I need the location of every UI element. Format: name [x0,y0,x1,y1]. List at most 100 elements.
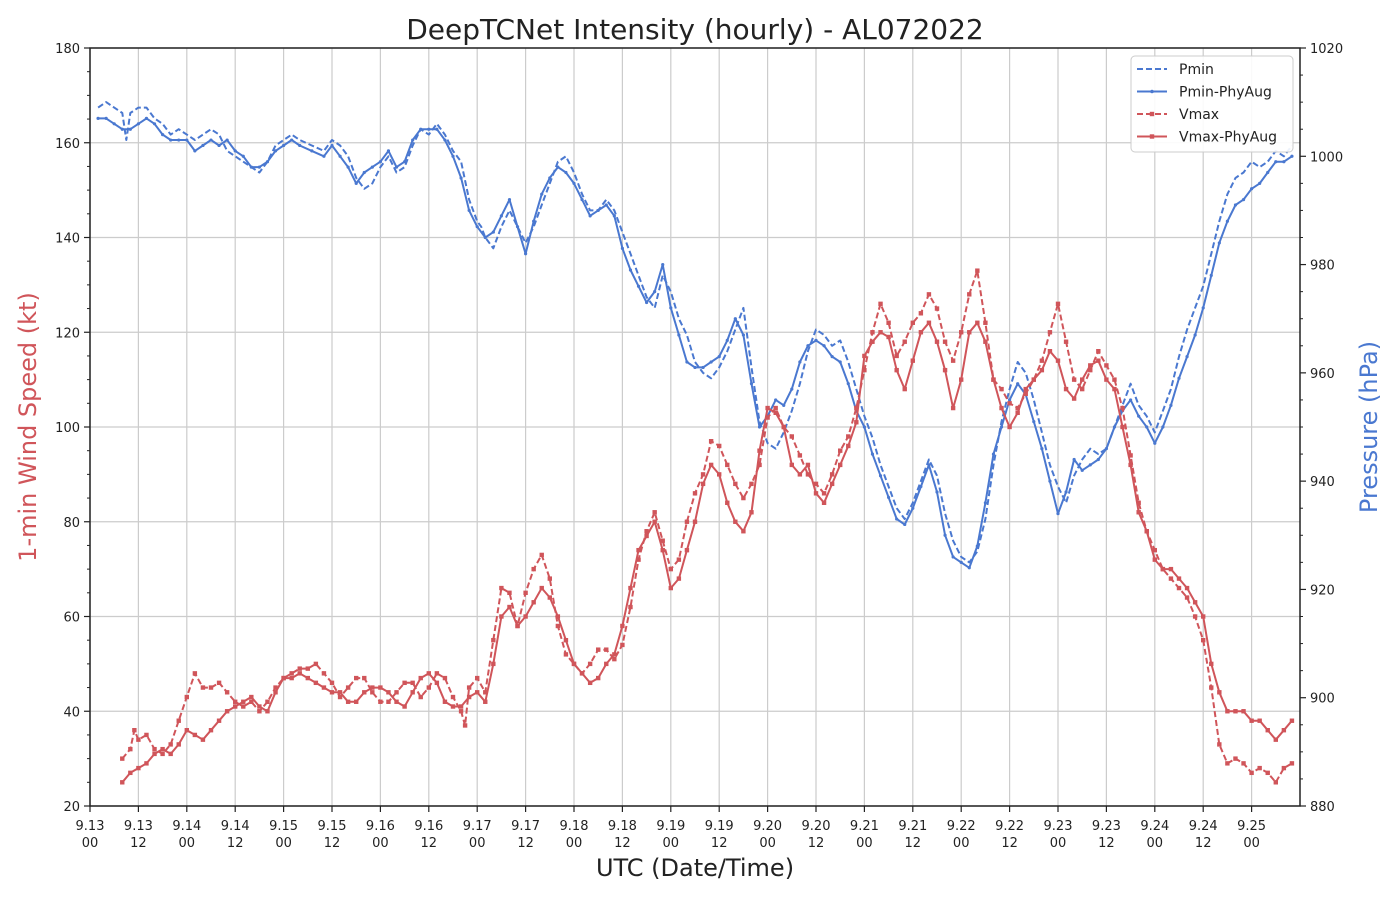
x-tick-label-hour: 00 [372,836,389,851]
data-point-vmax-phyaug [410,690,415,695]
data-point-pmin-phyaug [499,214,503,218]
left-tick-label: 140 [55,232,80,247]
data-point-vmax [684,519,690,524]
data-point-vmax [539,552,544,558]
data-point-pmin-phyaug [967,566,971,570]
x-tick-label-hour: 12 [517,836,534,851]
data-point-vmax-phyaug [160,746,165,752]
data-point-vmax-phyaug [854,420,859,425]
chart-title: DeepTCNet Intensity (hourly) - AL072022 [406,13,984,46]
data-point-vmax-phyaug [918,330,924,335]
data-point-vmax-phyaug [773,410,778,415]
data-point-pmin-phyaug [1201,306,1205,310]
data-point-vmax-phyaug [910,358,915,363]
data-point-vmax [717,443,722,449]
data-point-vmax-phyaug [200,737,206,742]
data-point-vmax [160,751,165,757]
data-point-vmax-phyaug [934,339,940,344]
data-point-pmin-phyaug [709,360,713,364]
data-point-vmax [587,661,593,667]
data-point-vmax-phyaug [942,367,948,373]
x-axis: 9.13 00 9.13 12 9.14 00 9.14 12 9.15 00 9.15 12 9.16… [76,806,1266,851]
data-point-pmin-phyaug [911,506,915,510]
right-tick-label: 980 [1310,259,1335,274]
data-point-vmax-phyaug [717,472,722,477]
data-point-pmin-phyaug [1056,512,1060,516]
data-point-vmax [733,481,738,487]
data-point-vmax-phyaug [120,780,125,785]
data-point-vmax-phyaug [813,491,819,496]
data-point-pmin-phyaug [491,230,495,234]
data-point-vmax [628,604,633,610]
data-point-pmin-phyaug [524,252,528,256]
data-point-pmin-phyaug [1274,160,1278,164]
data-point-pmin-phyaug [330,143,334,148]
data-point-pmin-phyaug [265,160,270,164]
data-point-pmin-phyaug [1112,425,1117,429]
data-point-vmax-phyaug [281,675,286,681]
x-tick-label-date: 9.16 [366,819,395,834]
data-point-vmax [612,656,617,662]
data-point-vmax [765,415,770,420]
data-point-pmin-phyaug [975,544,979,548]
data-point-vmax [442,675,448,681]
data-point-vmax [749,481,754,487]
x-tick-label-hour: 12 [1098,836,1115,851]
data-point-vmax-phyaug [1201,614,1206,619]
data-point-pmin-phyaug [1266,170,1270,175]
data-point-pmin-phyaug [733,317,737,321]
data-point-vmax-phyaug [725,500,730,505]
x-tick-label-hour: 12 [614,836,631,851]
data-point-vmax [652,510,657,515]
data-point-pmin-phyaug [1290,154,1294,158]
data-point-vmax-phyaug [313,680,319,686]
x-tick-label-date: 9.22 [995,819,1024,834]
data-point-pmin-phyaug [1016,382,1020,386]
data-point-vmax [829,472,835,477]
data-point-vmax [394,690,399,695]
left-tick-label: 160 [55,137,80,152]
data-point-vmax [1281,765,1287,771]
data-point-vmax [563,652,569,657]
data-point-pmin-phyaug [564,170,568,175]
data-point-vmax [257,709,262,714]
data-point-vmax-phyaug [870,339,875,344]
x-tick-label-hour: 12 [1001,836,1018,851]
left-tick-label: 60 [63,611,80,626]
data-point-vmax [289,671,294,676]
data-point-vmax-phyaug [733,519,738,524]
data-point-pmin-phyaug [217,143,221,148]
x-tick-label-hour: 12 [1195,836,1212,851]
data-point-vmax-phyaug [757,448,762,453]
data-point-pmin-phyaug [346,165,350,169]
data-point-vmax-phyaug [821,500,827,505]
left-tick-label: 20 [63,800,80,815]
data-point-pmin-phyaug [249,165,253,169]
data-point-vmax-phyaug [273,690,278,695]
data-point-vmax-phyaug [1136,510,1141,515]
data-point-pmin-phyaug [394,165,399,169]
data-point-vmax [354,675,359,681]
data-point-pmin-phyaug [451,154,455,158]
data-point-pmin-phyaug [991,452,996,456]
data-point-vmax-phyaug [458,704,464,709]
data-point-pmin-phyaug [717,355,721,359]
data-point-vmax-phyaug [402,704,407,709]
data-point-pmin-phyaug [443,138,447,142]
data-point-pmin-phyaug [1282,160,1286,164]
data-point-pmin-phyaug [935,490,939,494]
data-point-vmax [1039,358,1045,363]
data-point-vmax [418,694,423,700]
data-point-vmax [644,529,649,534]
data-point-vmax [676,557,682,562]
left-tick-label: 120 [55,326,80,341]
x-axis-title: UTC (Date/Time) [596,854,794,882]
data-point-pmin-phyaug [1193,333,1197,337]
data-point-vmax [224,690,230,695]
data-point-vmax-phyaug [975,320,980,325]
data-point-vmax-phyaug [660,547,665,553]
data-point-vmax [1007,401,1012,406]
data-point-vmax-phyaug [797,472,803,477]
data-point-vmax [1217,742,1222,747]
data-point-pmin-phyaug [112,122,116,126]
